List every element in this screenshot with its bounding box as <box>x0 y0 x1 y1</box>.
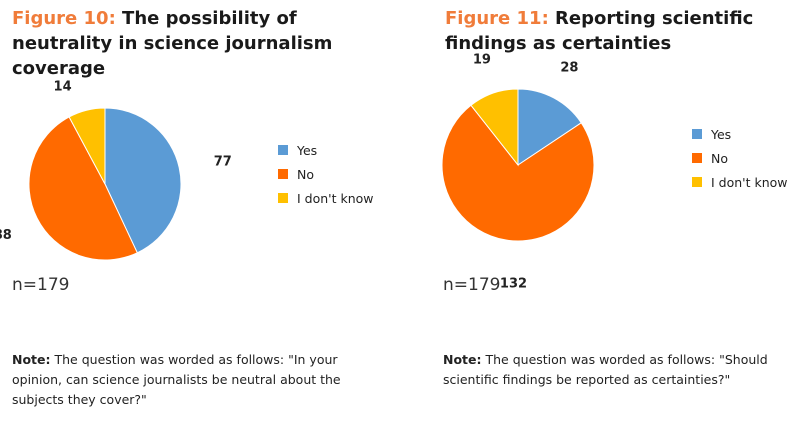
figure-10-note-label: Note: <box>12 352 51 367</box>
legend-swatch-dont-know <box>692 177 702 187</box>
legend-swatch-dont-know <box>278 193 288 203</box>
pie-slice-no <box>441 104 595 242</box>
legend-label-dont-know: I don't know <box>711 174 788 190</box>
figure-10-label: Figure 10: <box>12 8 116 29</box>
pie-value-label-dont-know: 14 <box>54 79 72 94</box>
figure-11-title: Figure 11: Reporting scientific findings… <box>445 6 795 56</box>
figure-11-title-text: Reporting scientific findings as certain… <box>445 8 754 54</box>
legend-swatch-no <box>278 169 288 179</box>
pie-slice-no <box>28 116 138 261</box>
figure-11-sample-size: n=179 <box>443 275 501 295</box>
figure-10-note-text: The question was worded as follows: "In … <box>12 352 341 407</box>
legend-item-dont-know: I don't know <box>278 186 374 210</box>
figure-11-panel: Figure 11: Reporting scientific findings… <box>435 0 800 421</box>
legend-item-no: No <box>692 146 788 170</box>
pie-slice-yes <box>104 107 182 254</box>
figure-11-note: Note: The question was worded as follows… <box>443 350 783 390</box>
figure-10-sample-size: n=179 <box>12 275 70 295</box>
figure-10-title: Figure 10: The possibility of neutrality… <box>12 6 392 81</box>
pie-value-label-no: 132 <box>500 276 527 291</box>
legend-swatch-no <box>692 153 702 163</box>
pie-slice-dont-know <box>470 88 519 167</box>
pie-value-label-dont-know: 19 <box>473 53 491 68</box>
legend-label-no: No <box>297 166 314 182</box>
pie-slice-yes <box>517 88 582 166</box>
legend-swatch-yes <box>278 145 288 155</box>
figure-11-note-label: Note: <box>443 352 482 367</box>
pie-slice-dont-know <box>68 107 106 185</box>
legend-label-yes: Yes <box>297 142 318 158</box>
legend-swatch-yes <box>692 129 702 139</box>
figure-11-note-text: The question was worded as follows: "Sho… <box>443 352 768 387</box>
legend-item-no: No <box>278 162 374 186</box>
figure-11-legend: Yes No I don't know <box>692 122 788 194</box>
legend-label-no: No <box>711 150 728 166</box>
legend-label-yes: Yes <box>711 126 732 142</box>
figure-10-title-text: The possibility of neutrality in science… <box>12 8 333 79</box>
legend-item-yes: Yes <box>692 122 788 146</box>
figure-10-legend: Yes No I don't know <box>278 138 374 210</box>
legend-label-dont-know: I don't know <box>297 190 374 206</box>
figure-11-label: Figure 11: <box>445 8 549 29</box>
figure-10-panel: Figure 10: The possibility of neutrality… <box>0 6 392 410</box>
pie-value-label-yes: 28 <box>560 60 578 75</box>
pie-value-label-no: 88 <box>0 228 12 243</box>
figure-10-note: Note: The question was worded as follows… <box>12 350 372 410</box>
figure-10-pie-chart: 77 88 14 <box>0 79 232 261</box>
legend-item-yes: Yes <box>278 138 374 162</box>
pie-value-label-yes: 77 <box>214 155 232 170</box>
legend-item-dont-know: I don't know <box>692 170 788 194</box>
figure-11-pie-chart: 28 132 19 <box>441 53 595 291</box>
